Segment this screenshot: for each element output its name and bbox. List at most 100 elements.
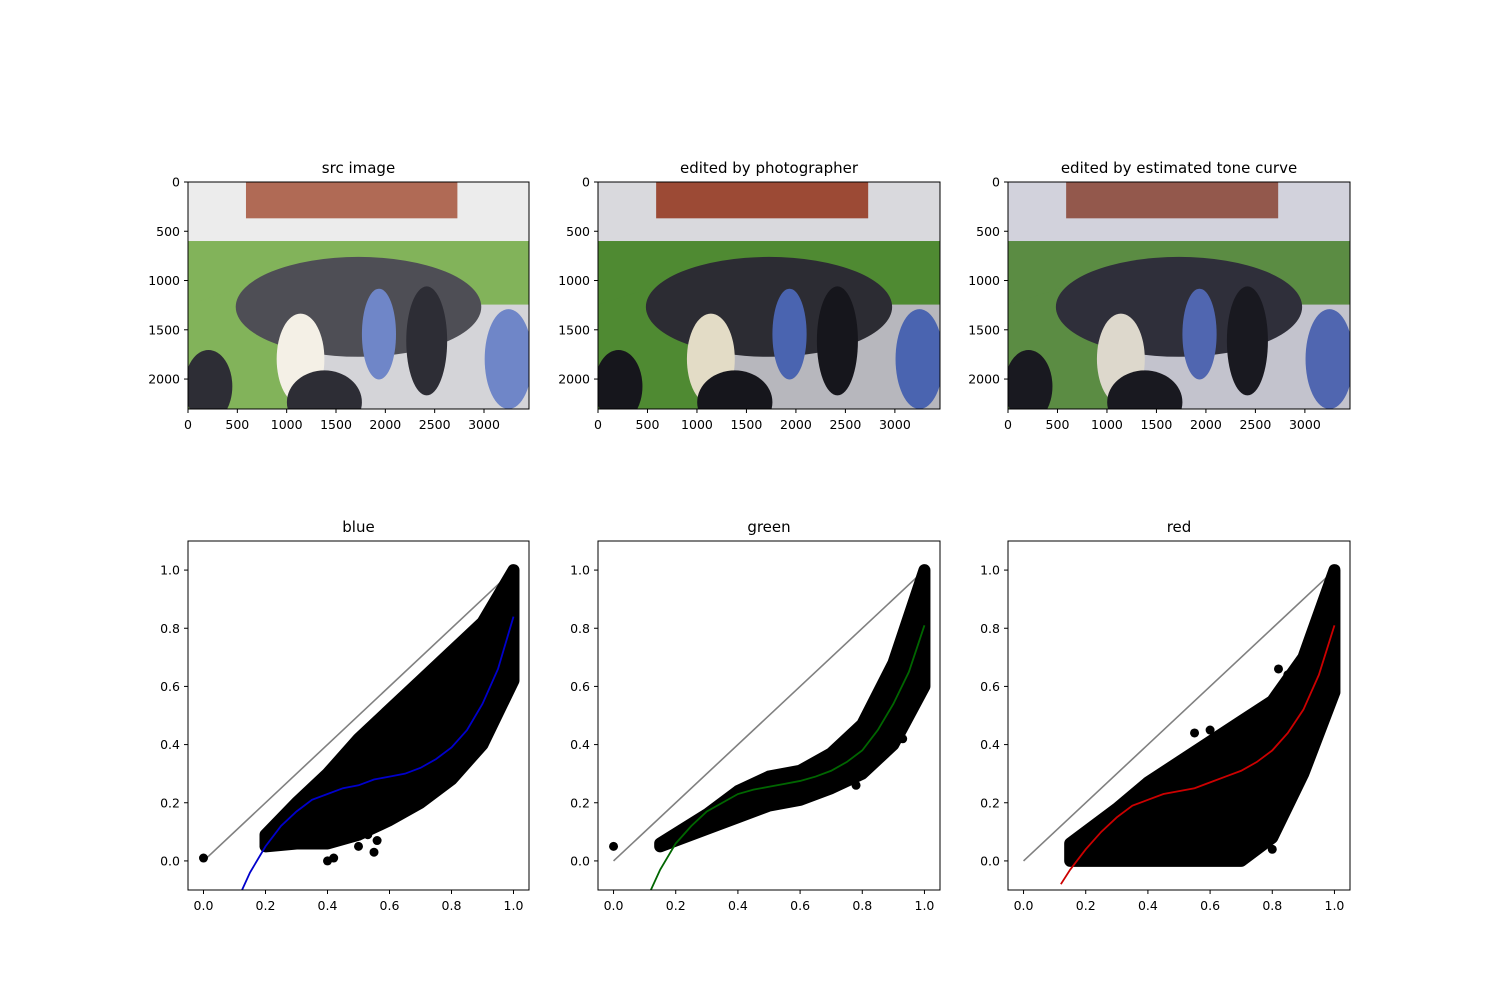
photo-person-front: [697, 370, 773, 409]
x-tick-label: 0.0: [194, 898, 214, 913]
y-tick-label: 0: [992, 175, 1000, 190]
y-tick-label: 500: [156, 224, 180, 239]
y-tick-label: 0: [582, 175, 590, 190]
subplot-title: green: [747, 518, 790, 536]
subplot-title: red: [1167, 518, 1192, 536]
y-tick-label: 0.8: [160, 621, 180, 636]
scatter-point: [1218, 734, 1228, 744]
y-tick-label: 1.0: [980, 563, 1000, 578]
x-tick-label: 2500: [419, 417, 451, 432]
photo-person-accent: [361, 288, 397, 380]
x-tick-label: 0.6: [1200, 898, 1220, 913]
subplot-title: blue: [342, 518, 374, 536]
x-tick-label: 500: [225, 417, 249, 432]
x-tick-label: 500: [636, 417, 660, 432]
x-tick-label: 0.8: [1262, 898, 1282, 913]
y-tick-label: 2000: [558, 372, 590, 387]
x-tick-label: 1.0: [1325, 898, 1345, 913]
y-tick-label: 1.0: [160, 563, 180, 578]
photo-person-corner: [188, 349, 233, 409]
x-tick-label: 0.8: [852, 898, 872, 913]
scatter-point: [1264, 798, 1274, 808]
scatter-point: [1190, 728, 1200, 738]
y-tick-label: 0.0: [980, 853, 1000, 868]
x-tick-label: 1500: [731, 417, 763, 432]
photo-person-dark: [406, 286, 448, 396]
y-tick-label: 1000: [968, 273, 1000, 288]
scatter-point: [1267, 844, 1277, 854]
axes-frame: [187, 181, 530, 410]
y-tick-label: 0.6: [980, 679, 1000, 694]
x-tick-label: 1000: [271, 417, 303, 432]
x-tick-label: 1.0: [915, 898, 935, 913]
x-tick-label: 3000: [1289, 417, 1321, 432]
subplot-3: edited by estimated tone curve 0 500 1000 15…: [968, 159, 1351, 432]
y-tick-label: 0.6: [570, 679, 590, 694]
identity-line: [1022, 569, 1336, 862]
x-tick-label: 1.0: [504, 898, 524, 913]
y-tick-label: 0.0: [570, 853, 590, 868]
photo-image: [1008, 182, 1350, 409]
scatter-point: [1283, 670, 1293, 680]
plot-area: [1022, 564, 1341, 885]
x-tick-label: 500: [1046, 417, 1070, 432]
subplot-title: edited by estimated tone curve: [1061, 159, 1297, 177]
x-tick-label: 2500: [1239, 417, 1271, 432]
photo-building: [656, 182, 869, 219]
axes-frame: [1007, 540, 1351, 891]
plot-area: [199, 564, 520, 890]
x-tick-label: 1000: [1091, 417, 1123, 432]
y-tick-label: 1500: [968, 322, 1000, 337]
y-tick-label: 0.2: [980, 795, 1000, 810]
x-tick-label: 3000: [879, 417, 911, 432]
x-tick-label: 1000: [681, 417, 713, 432]
scatter-point: [1224, 728, 1234, 738]
photo-person-accent: [1182, 288, 1217, 380]
y-tick-label: 2000: [148, 372, 180, 387]
axes-frame: [187, 540, 530, 891]
photo-person-right: [484, 309, 529, 409]
plot-area: [609, 564, 931, 890]
identity-line: [612, 569, 926, 862]
subplot-5: green 0.0 0.2 0.4 0.6 0.8 1.0 0.0 0.2 0.4 0.6 0.8 1.…: [570, 518, 941, 913]
y-tick-label: 1500: [148, 322, 180, 337]
x-tick-label: 0.0: [604, 898, 624, 913]
y-tick-label: 0.2: [570, 795, 590, 810]
y-tick-label: 0.6: [160, 679, 180, 694]
x-tick-label: 0.4: [728, 898, 748, 913]
y-tick-label: 1000: [558, 273, 590, 288]
x-tick-label: 0: [594, 417, 602, 432]
photo-person-corner: [1008, 349, 1053, 409]
scatter-point: [354, 841, 363, 851]
tone-curve: [650, 625, 926, 890]
scatter-point: [609, 841, 619, 851]
scatter-point: [1311, 649, 1321, 659]
scatter-point: [199, 853, 208, 863]
subplot-6: red 0.0 0.2 0.4 0.6 0.8 1.0 0.0 0.2 0.4 0.6 0.8 1.0: [980, 518, 1351, 913]
x-tick-label: 0: [184, 417, 192, 432]
axes-frame: [597, 540, 941, 891]
x-tick-label: 0.0: [1014, 898, 1034, 913]
x-tick-label: 0.8: [442, 898, 462, 913]
x-tick-label: 3000: [468, 417, 500, 432]
y-tick-label: 1000: [148, 273, 180, 288]
x-tick-label: 0.2: [666, 898, 686, 913]
photo-person-corner: [598, 349, 643, 409]
scatter-cloud: [259, 564, 520, 853]
photo-person-right: [895, 309, 940, 409]
x-tick-label: 2000: [369, 417, 401, 432]
scatter-point: [484, 667, 494, 677]
scatter-point: [369, 847, 379, 857]
subplot-2: edited by photographer 0 500 1000 1500 2000 25…: [558, 159, 941, 432]
y-tick-label: 1.0: [570, 563, 590, 578]
tone-curve: [241, 616, 515, 890]
y-tick-label: 0.2: [160, 795, 180, 810]
subplot-title: edited by photographer: [680, 159, 859, 177]
x-tick-label: 0: [1004, 417, 1012, 432]
photo-image: [598, 182, 940, 409]
photo-building: [245, 182, 458, 219]
scatter-point: [882, 696, 892, 706]
scatter-point: [478, 623, 487, 633]
x-tick-label: 0.6: [380, 898, 400, 913]
